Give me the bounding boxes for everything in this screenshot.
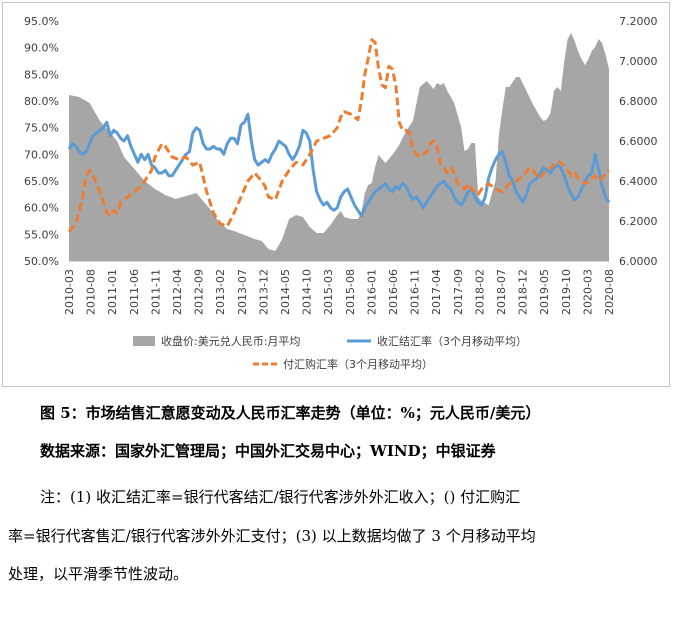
y-right-tick-label: 6.8000: [619, 95, 658, 108]
y-right-tick-label: 6.4000: [619, 175, 658, 188]
legend-label-purchase: 付汇购汇率（3个月移动平均）: [283, 357, 433, 371]
data-source: 数据来源：国家外汇管理局；中国外汇交易中心；WIND；中银证券: [40, 442, 496, 460]
x-tick-label: 2019-05: [538, 269, 551, 315]
note-line-1: 注：(1) 收汇结汇率=银行代客结汇/银行代客涉外外汇收入；() 付汇购汇: [40, 488, 521, 506]
x-tick-label: 2020-08: [603, 269, 616, 315]
x-tick-label: 2013-02: [214, 269, 227, 315]
y-left-tick-label: 55.0%: [24, 228, 59, 241]
x-tick-label: 2017-09: [452, 269, 465, 315]
y-left-tick-label: 80.0%: [24, 95, 59, 108]
x-tick-label: 2011-06: [128, 269, 141, 315]
x-tick-label: 2013-07: [236, 269, 249, 315]
legend-swatch-area: [133, 336, 155, 346]
x-tick-label: 2012-09: [193, 269, 206, 315]
y-right-tick-label: 7.0000: [619, 55, 658, 68]
x-tick-label: 2010-08: [85, 269, 98, 315]
x-tick-label: 2012-04: [171, 269, 184, 315]
note-line-2: 率=银行代客售汇/银行代客涉外外汇支付；(3) 以上数据均做了 3 个月移动平均: [8, 527, 536, 545]
figure-title: 图 5：市场结售汇意愿变动及人民币汇率走势（单位：%；元人民币/美元）: [40, 404, 541, 422]
y-left-tick-label: 95.0%: [24, 15, 59, 28]
x-tick-label: 2011-01: [106, 269, 119, 315]
x-tick-label: 2018-12: [517, 269, 530, 315]
x-tick-label: 2020-03: [581, 269, 594, 315]
y-left-tick-label: 70.0%: [24, 148, 59, 161]
y-right-tick-label: 6.6000: [619, 135, 658, 148]
y-left-tick-label: 60.0%: [24, 202, 59, 215]
y-left-tick-label: 50.0%: [24, 255, 59, 268]
x-tick-label: 2014-10: [301, 269, 314, 315]
x-tick-label: 2016-11: [409, 269, 422, 315]
x-tick-label: 2016-06: [387, 269, 400, 315]
x-tick-label: 2016-01: [365, 269, 378, 315]
x-tick-label: 2018-07: [495, 269, 508, 315]
x-tick-label: 2013-12: [257, 269, 270, 315]
x-tick-label: 2015-08: [344, 269, 357, 315]
x-tick-label: 2011-11: [149, 269, 162, 315]
x-tick-label: 2010-03: [63, 269, 76, 315]
legend-label-settlement: 收汇结汇率（3个月移动平均）: [377, 334, 527, 348]
chart-plot: 50.0% 55.0% 60.0% 65.0% 70.0% 75.0% 80.0% 85.0%…: [24, 15, 658, 371]
legend-label-area: 收盘价:美元兑人民币:月平均: [161, 334, 300, 348]
x-tick-label: 2019-10: [560, 269, 573, 315]
y-left-tick-label: 65.0%: [24, 175, 59, 188]
x-tick-label: 2018-02: [473, 269, 486, 315]
y-left-tick-label: 90.0%: [24, 42, 59, 55]
x-tick-label: 2014-05: [279, 269, 292, 315]
chart-frame: 50.0% 55.0% 60.0% 65.0% 70.0% 75.0% 80.0% 85.0%…: [2, 2, 670, 387]
y-left-tick-label: 85.0%: [24, 68, 59, 81]
series-line-settlement-rate: [67, 112, 611, 218]
series-line-purchase-rate: [67, 38, 610, 233]
y-right-tick-label: 7.2000: [619, 15, 658, 28]
x-tick-label: 2017-04: [430, 269, 443, 315]
y-left-tick-label: 75.0%: [24, 122, 59, 135]
y-right-tick-label: 6.2000: [619, 215, 658, 228]
note-line-3: 处理，以平滑季节性波动。: [8, 565, 189, 583]
series-area-usdcny: [69, 33, 609, 261]
x-tick-label: 2015-03: [322, 269, 335, 315]
y-right-tick-label: 6.0000: [619, 255, 658, 268]
